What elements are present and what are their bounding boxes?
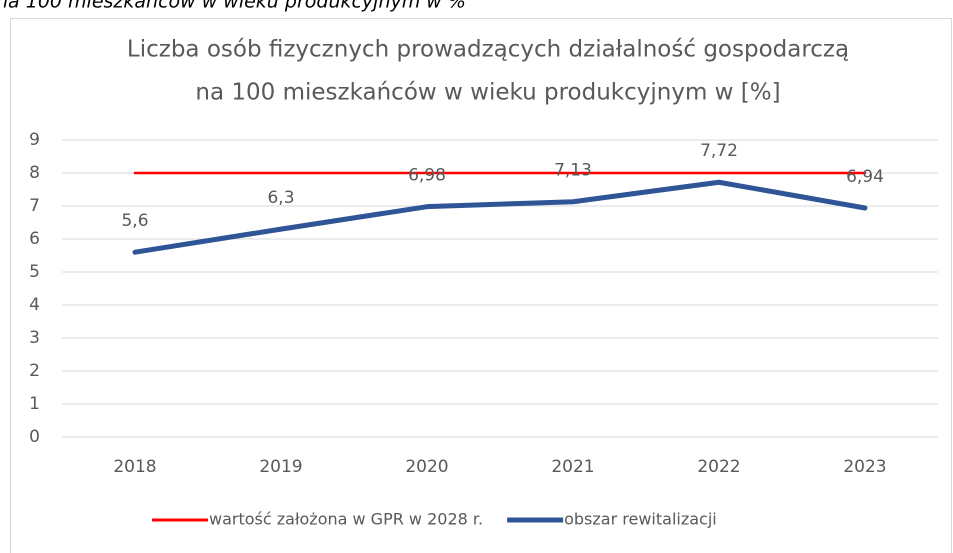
- chart-title: Liczba osób fizycznych prowadzących dzia…: [127, 37, 849, 63]
- y-tick-label: 3: [29, 328, 40, 348]
- data-label: 6,3: [267, 188, 294, 208]
- line-series: [132, 179, 868, 255]
- x-tick-label: 2019: [259, 457, 302, 477]
- x-tick-label: 2021: [551, 457, 594, 477]
- y-tick-label: 1: [29, 394, 40, 414]
- y-tick-label: 2: [29, 361, 40, 381]
- y-tick-label: 0: [29, 427, 40, 447]
- x-tick-label: 2022: [697, 457, 740, 477]
- y-tick-label: 8: [29, 163, 40, 183]
- data-label: 7,72: [700, 141, 738, 161]
- y-tick-label: 7: [29, 196, 40, 216]
- x-tick-label: 2023: [843, 457, 886, 477]
- x-tick-label: 2018: [113, 457, 156, 477]
- data-label: 5,6: [121, 211, 148, 231]
- y-tick-label: 9: [29, 130, 40, 150]
- y-tick-label: 4: [29, 295, 40, 315]
- data-label: 6,98: [408, 166, 446, 186]
- chart-border: [10, 18, 952, 553]
- legend-label: wartość założona w GPR w 2028 r.: [209, 510, 483, 529]
- y-tick-label: 6: [29, 229, 40, 249]
- chart-title: na 100 mieszkańców w wieku produkcyjnym …: [195, 80, 780, 106]
- x-tick-label: 2020: [405, 457, 448, 477]
- legend-label: obszar rewitalizacji: [564, 510, 717, 529]
- data-label: 7,13: [554, 161, 592, 181]
- y-tick-label: 5: [29, 262, 40, 282]
- data-label: 6,94: [846, 167, 884, 187]
- caption: na 100 mieszkańców w wieku produkcyjnym …: [0, 0, 466, 13]
